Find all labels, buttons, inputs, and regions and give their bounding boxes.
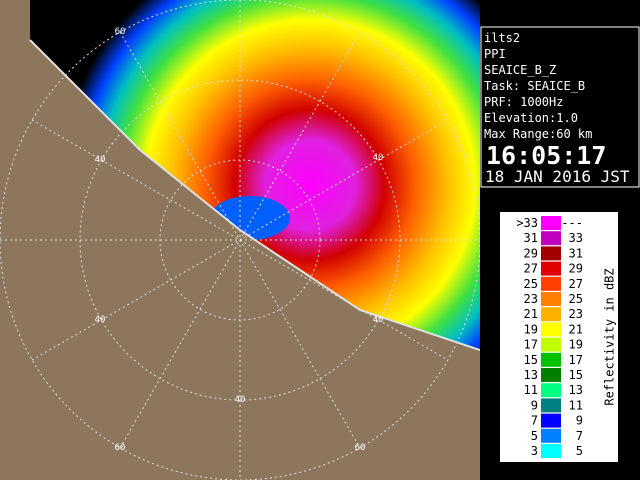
legend-low: 21 [524, 307, 538, 321]
legend-swatch [541, 444, 561, 458]
info-line: Elevation:1.0 [484, 111, 578, 125]
legend-high: 15 [569, 368, 583, 382]
legend-swatch [541, 276, 561, 291]
legend-swatch [541, 368, 561, 382]
legend-swatch [541, 216, 561, 230]
ring-label: 40 [235, 395, 246, 405]
info-line: Max Range:60 km [484, 127, 592, 141]
legend-swatch [541, 322, 561, 337]
legend-swatch [541, 383, 561, 398]
legend-high: 5 [576, 444, 583, 458]
info-line: SEAICE_B_Z [484, 63, 556, 77]
info-box [480, 26, 640, 188]
legend-swatch [541, 246, 561, 261]
legend-low: 19 [524, 322, 538, 336]
legend-low: 13 [524, 368, 538, 382]
time: 16:05:17 [486, 141, 606, 170]
legend-low: 11 [524, 383, 538, 397]
info-line: ilts2 [484, 31, 520, 45]
legend-low: 15 [524, 353, 538, 367]
info-line: PRF: 1000Hz [484, 95, 563, 109]
legend-high: --- [561, 216, 583, 230]
legend-swatch [541, 428, 561, 443]
legend-swatch [541, 398, 561, 413]
ring-label: 40 [373, 153, 384, 163]
legend-swatch [541, 261, 561, 276]
legend-high: 23 [569, 307, 583, 321]
legend-title: Reflectivity in dBZ [603, 268, 617, 405]
legend-low: 31 [524, 231, 538, 245]
legend-high: 27 [569, 277, 583, 291]
info-line: Task: SEAICE_B [484, 79, 585, 93]
legend-low: 9 [531, 398, 538, 412]
ring-label: 60 [115, 27, 126, 37]
ring-label: 60 [115, 443, 126, 453]
legend-high: 17 [569, 353, 583, 367]
ring-label: 40 [95, 155, 106, 165]
info-line: PPI [484, 47, 506, 61]
legend-swatch [541, 337, 561, 352]
legend-high: 9 [576, 414, 583, 428]
legend-high: 13 [569, 383, 583, 397]
legend-high: 29 [569, 262, 583, 276]
ring-label: 40 [95, 315, 106, 325]
legend-low: 17 [524, 338, 538, 352]
legend-high: 19 [569, 338, 583, 352]
legend-high: 33 [569, 231, 583, 245]
legend-swatch [541, 352, 561, 367]
legend-low: 25 [524, 277, 538, 291]
legend-swatch [541, 292, 561, 306]
legend-high: 31 [569, 246, 583, 260]
legend-low: >33 [516, 216, 538, 230]
legend-low: 7 [531, 414, 538, 428]
ring-label: 60 [355, 443, 366, 453]
ring-label: 40 [373, 315, 384, 325]
date: 18 JAN 2016 JST [485, 167, 630, 186]
legend-swatch [541, 307, 561, 322]
legend-low: 3 [531, 444, 538, 458]
legend-low: 5 [531, 429, 538, 443]
legend-high: 25 [569, 292, 583, 306]
legend-high: 21 [569, 322, 583, 336]
legend-low: 27 [524, 262, 538, 276]
map [0, 0, 480, 480]
range-rings [0, 0, 480, 480]
legend-low: 23 [524, 292, 538, 306]
legend-high: 11 [569, 398, 583, 412]
legend-low: 29 [524, 246, 538, 260]
sea-echo [30, 0, 480, 350]
legend-swatch [541, 413, 561, 428]
legend-high: 7 [576, 429, 583, 443]
legend-swatch [541, 231, 561, 246]
